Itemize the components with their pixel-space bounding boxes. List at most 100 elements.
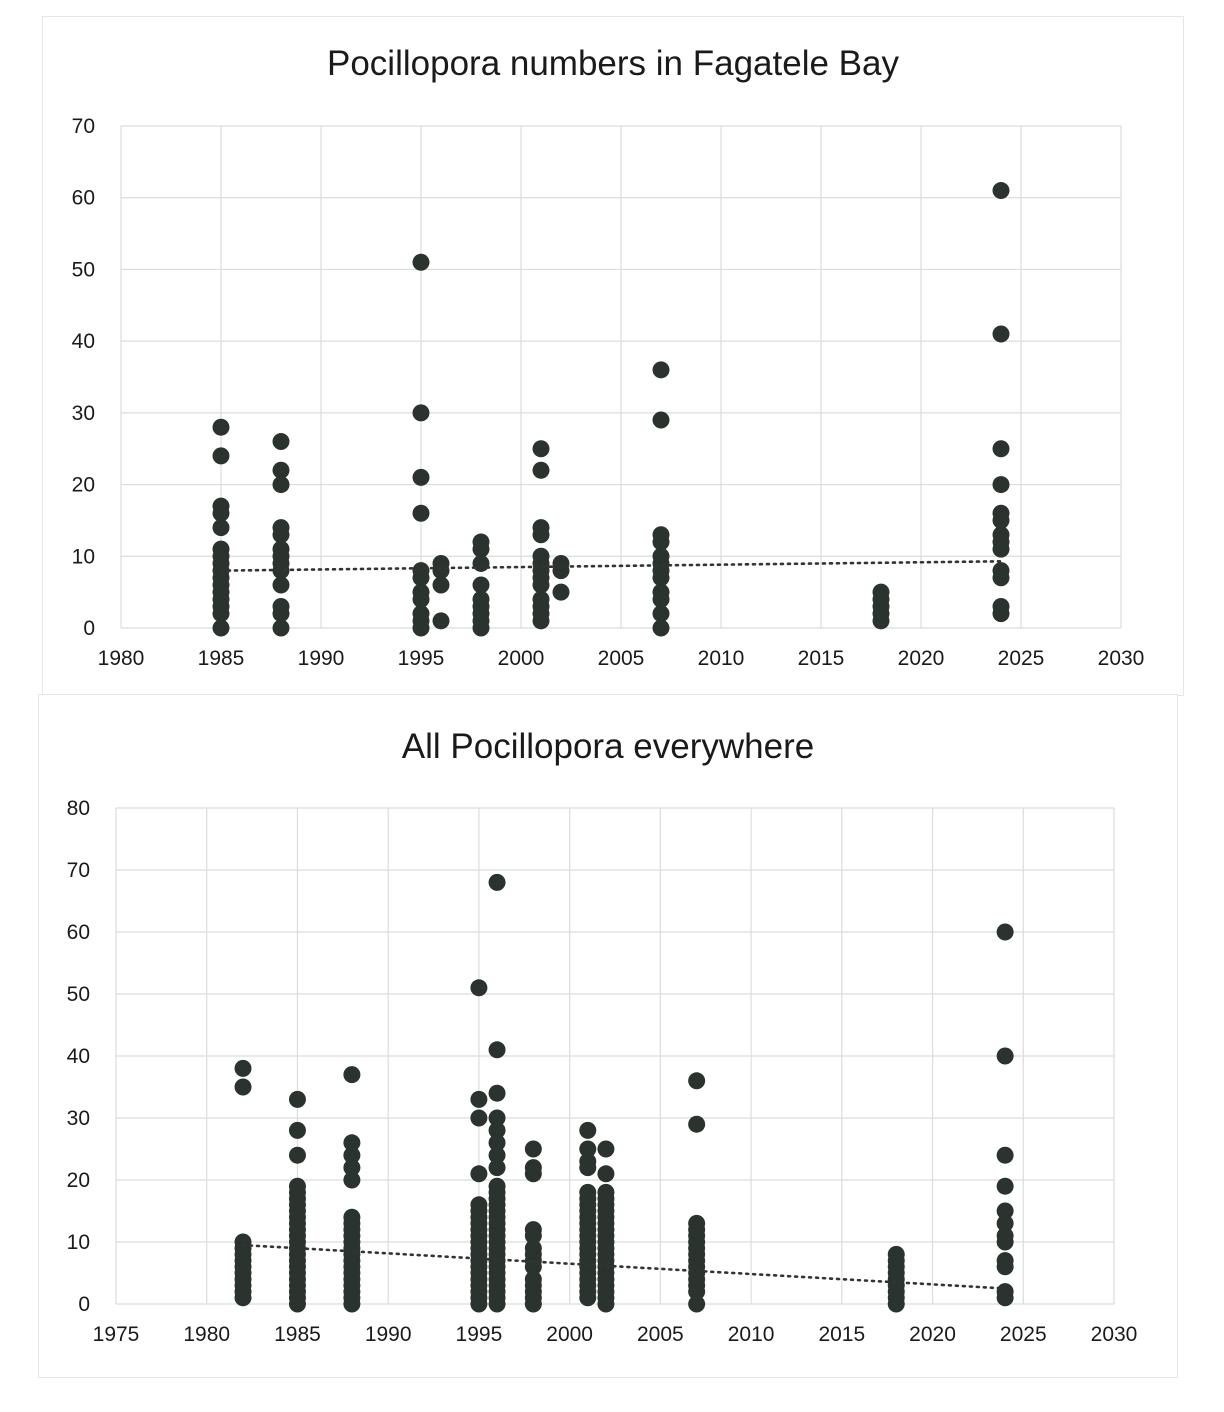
data-point (992, 569, 1010, 587)
data-point (996, 1146, 1014, 1164)
data-point (996, 1233, 1014, 1251)
data-point (488, 1084, 506, 1102)
data-point (996, 923, 1014, 941)
y-tick-label: 0 (83, 617, 95, 640)
data-point (488, 1109, 506, 1127)
x-tick-label: 2000 (546, 1323, 593, 1346)
gridlines (120, 125, 1122, 629)
data-point (597, 1165, 615, 1183)
data-point (992, 476, 1010, 494)
data-point (412, 468, 430, 486)
data-point (234, 1289, 252, 1307)
data-point (996, 1047, 1014, 1065)
x-tick-label: 2000 (498, 647, 545, 670)
data-point (212, 418, 230, 436)
y-tick-label: 30 (72, 402, 95, 425)
x-tick-label: 2030 (1098, 647, 1145, 670)
data-points (212, 182, 1010, 637)
data-point (996, 1258, 1014, 1276)
data-point (472, 576, 490, 594)
data-point (992, 182, 1010, 200)
data-point (992, 605, 1010, 623)
data-point (412, 504, 430, 522)
data-point (472, 554, 490, 572)
data-point (343, 1295, 361, 1313)
data-point (343, 1171, 361, 1189)
data-point (470, 1090, 488, 1108)
data-point (343, 1159, 361, 1177)
data-point (552, 583, 570, 601)
x-tick-label: 2030 (1091, 1323, 1138, 1346)
data-point (343, 1066, 361, 1084)
data-point (688, 1115, 706, 1133)
data-point (652, 605, 670, 623)
data-point (652, 569, 670, 587)
x-tick-label: 2020 (898, 647, 945, 670)
chart-panel-everywhere: All Pocillopora everywhere 1975 1980 1985 1… (38, 694, 1178, 1378)
data-point (579, 1140, 597, 1158)
data-point (472, 540, 490, 558)
data-point (212, 605, 230, 623)
data-point (272, 576, 290, 594)
x-tick-label: 2025 (998, 647, 1045, 670)
data-point (688, 1283, 706, 1301)
chart-title: Pocillopora numbers in Fagatele Bay (327, 44, 899, 83)
data-point (472, 619, 490, 637)
data-point (212, 619, 230, 637)
data-point (432, 576, 450, 594)
data-point (652, 361, 670, 379)
data-point (992, 511, 1010, 529)
x-tick-label: 2010 (698, 647, 745, 670)
data-point (652, 411, 670, 429)
x-tick-label: 1995 (456, 1323, 503, 1346)
trendline (241, 1243, 1007, 1290)
x-tick-label: 1980 (98, 647, 145, 670)
x-tick-label: 1985 (274, 1323, 321, 1346)
data-point (532, 612, 550, 630)
data-point (212, 504, 230, 522)
data-point (412, 253, 430, 271)
trendline (219, 560, 1003, 572)
data-point (288, 1295, 306, 1313)
data-point (412, 590, 430, 608)
x-tick-label: 1990 (298, 647, 345, 670)
data-point (996, 1289, 1014, 1307)
data-point (343, 1134, 361, 1152)
data-point (488, 1134, 506, 1152)
data-point (652, 533, 670, 551)
data-point (488, 1146, 506, 1164)
data-point (524, 1295, 542, 1313)
data-point (272, 476, 290, 494)
data-point (524, 1140, 542, 1158)
data-point (234, 1059, 252, 1077)
y-tick-label: 70 (67, 859, 90, 882)
data-point (272, 461, 290, 479)
x-tick-label: 2020 (909, 1323, 956, 1346)
y-tick-label: 50 (72, 258, 95, 281)
data-point (488, 1159, 506, 1177)
data-point (579, 1121, 597, 1139)
data-point (470, 1295, 488, 1313)
data-point (272, 619, 290, 637)
data-point (652, 590, 670, 608)
gridlines (115, 807, 1115, 1305)
data-point (272, 605, 290, 623)
data-point (272, 526, 290, 544)
y-axis-tick-labels: 0 10 20 30 40 50 60 70 80 (67, 797, 90, 1316)
data-point (488, 1295, 506, 1313)
data-point (432, 562, 450, 580)
data-point (288, 1121, 306, 1139)
data-point (996, 1202, 1014, 1220)
data-point (488, 1041, 506, 1059)
y-axis-tick-labels: 0 10 20 30 40 50 60 70 (72, 115, 95, 640)
data-point (212, 519, 230, 537)
data-point (524, 1165, 542, 1183)
data-point (887, 1295, 905, 1313)
x-tick-label: 2010 (728, 1323, 775, 1346)
x-tick-label: 1980 (183, 1323, 230, 1346)
y-tick-label: 10 (67, 1231, 90, 1254)
data-point (412, 569, 430, 587)
data-points (234, 873, 1014, 1313)
x-tick-label: 1985 (198, 647, 245, 670)
data-point (532, 576, 550, 594)
